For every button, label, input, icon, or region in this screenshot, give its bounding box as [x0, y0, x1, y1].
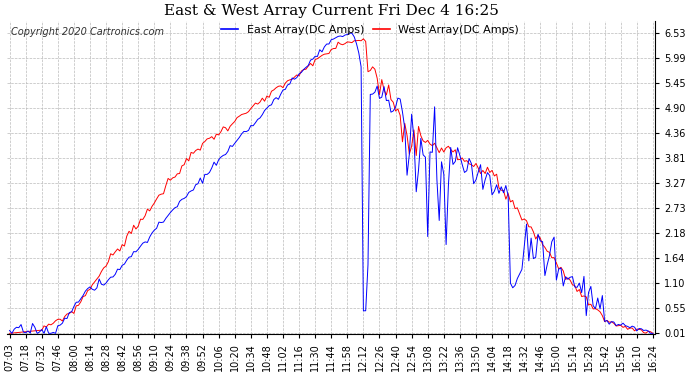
Legend: East Array(DC Amps), West Array(DC Amps): East Array(DC Amps), West Array(DC Amps): [217, 21, 524, 40]
Title: East & West Array Current Fri Dec 4 16:25: East & West Array Current Fri Dec 4 16:2…: [164, 4, 499, 18]
Text: Copyright 2020 Cartronics.com: Copyright 2020 Cartronics.com: [10, 27, 164, 37]
